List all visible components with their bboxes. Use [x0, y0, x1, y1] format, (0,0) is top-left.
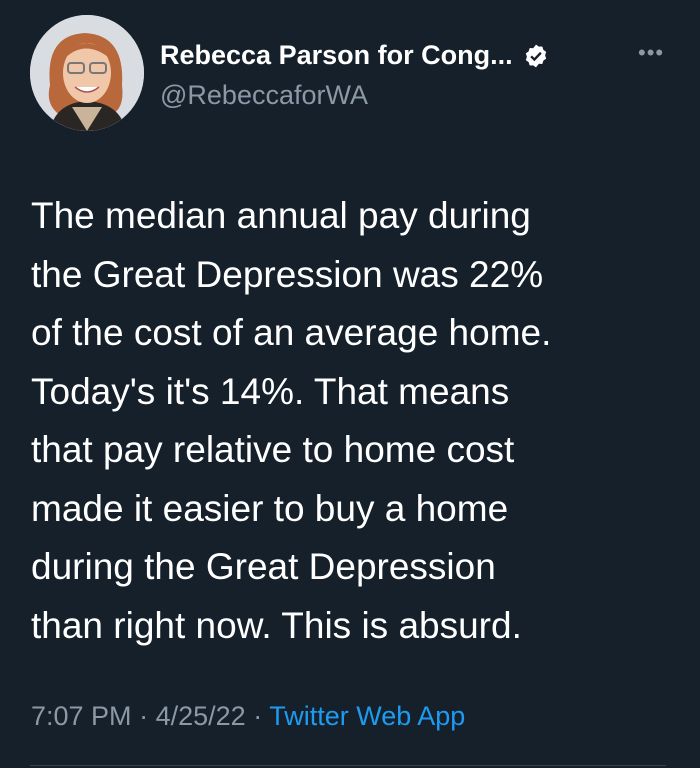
tweet-time[interactable]: 7:07 PM	[31, 701, 132, 731]
tweet-line: Today's it's 14%. That means	[31, 370, 510, 412]
tweet-source-link[interactable]: Twitter Web App	[269, 701, 466, 731]
avatar-image	[30, 15, 144, 131]
tweet-date[interactable]: 4/25/22	[155, 701, 246, 731]
tweet-line: made it easier to buy a home	[31, 487, 509, 529]
author-handle[interactable]: @RebeccaforWA	[160, 80, 368, 110]
tweet-line: than right now. This is absurd.	[31, 604, 522, 646]
avatar[interactable]	[30, 15, 144, 131]
tweet-line: The median annual pay during	[31, 195, 531, 236]
verified-badge-icon	[525, 44, 546, 67]
tweet-meta: 7:07 PM · 4/25/22 · Twitter Web App	[31, 701, 465, 732]
tweet-text: The median annual pay during the Great D…	[31, 187, 551, 655]
tweet-line: during the Great Depression	[31, 546, 496, 587]
more-horizontal-icon[interactable]: •••	[638, 40, 665, 65]
author-display-name[interactable]: Rebecca Parson for Cong...	[160, 40, 513, 70]
tweet-line: that pay relative to home cost	[31, 429, 515, 470]
separator: ·	[253, 701, 263, 731]
tweet-line: of the cost of an average home.	[31, 312, 552, 353]
tweet-line: the Great Depression was 22%	[31, 253, 544, 295]
separator: ·	[139, 701, 149, 731]
divider	[30, 765, 666, 766]
author-name-row[interactable]: Rebecca Parson for Cong...	[160, 40, 549, 71]
